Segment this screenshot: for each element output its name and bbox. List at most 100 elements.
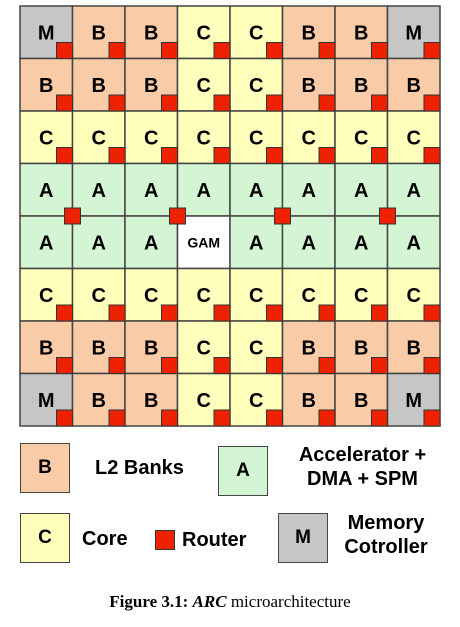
legend-core-label: Core [82, 528, 128, 550]
tile-label: C [302, 127, 316, 149]
router-r0-c4 [266, 42, 283, 59]
router-r5-c5 [318, 304, 336, 322]
router-r5-c4 [266, 304, 283, 322]
router-r6-c2 [161, 357, 178, 374]
router-r5-c6 [371, 304, 388, 322]
tile-label: B [144, 337, 158, 359]
tile-label: C [249, 22, 263, 44]
router-r1-c2 [161, 94, 178, 112]
router-r7-c5 [318, 409, 336, 427]
figure-caption: Figure 3.1: ARC microarchitecture [0, 592, 460, 612]
router-r0-c2 [161, 42, 178, 59]
legend-accelerator-line2: DMA + SPM [307, 468, 418, 490]
router-r2-c6 [371, 147, 388, 164]
legend-l2-label: L2 Banks [95, 457, 184, 479]
tile-label: B [354, 22, 368, 44]
tile-label: A [354, 180, 368, 202]
router-r1-c7 [423, 94, 441, 112]
caption-rest: microarchitecture [230, 592, 351, 611]
tile-r3-c6 [334, 162, 389, 217]
tile-label: C [249, 285, 263, 307]
tile-label: A [144, 232, 158, 254]
tile-label: B [144, 22, 158, 44]
tile-label: A [407, 232, 421, 254]
tile-label: M [405, 22, 422, 44]
legend-memory-letter: M [295, 527, 311, 548]
tile-label: C [249, 337, 263, 359]
tile-label: A [354, 232, 368, 254]
tile-label: B [407, 337, 421, 359]
tile-label: B [302, 390, 316, 412]
tile-label: C [354, 127, 368, 149]
tile-label: B [354, 75, 368, 97]
tile-label: A [92, 232, 106, 254]
tile-label: A [302, 232, 316, 254]
tile-label: B [302, 22, 316, 44]
arc-tile-grid: M B B C C B B M B B B C C B B B C C C C C C C C A A A A A A A A A A A GAM A A… [19, 5, 441, 427]
tile-label: A [407, 180, 421, 202]
router-r6-c3 [213, 357, 231, 374]
router-r2-c0 [56, 147, 73, 164]
tile-label: C [407, 127, 421, 149]
tile-label: C [249, 127, 263, 149]
router-r1-c6 [371, 94, 388, 112]
tile-label: C [407, 285, 421, 307]
router-r5-c3 [213, 304, 231, 322]
router-r5-c0 [56, 304, 73, 322]
tile-label: B [92, 75, 106, 97]
tile-r7-c3 [176, 372, 231, 427]
tile-label: M [405, 390, 422, 412]
router-r6-c7 [423, 357, 441, 374]
tile-label: B [92, 390, 106, 412]
tile-label: C [197, 75, 211, 97]
tile-label: C [197, 285, 211, 307]
tile-label: A [249, 232, 263, 254]
router-accelerator-7 [379, 207, 396, 225]
tile-r5-c5 [281, 267, 336, 322]
legend-accelerator-letter: A [236, 460, 250, 481]
tile-label: B [407, 75, 421, 97]
tile-label: C [249, 75, 263, 97]
tile-r3-c2 [124, 162, 179, 217]
router-r1-c0 [56, 94, 73, 112]
tile-label: C [144, 127, 158, 149]
router-r1-c1 [108, 94, 126, 112]
tile-label: M [38, 390, 55, 412]
legend-l2-swatch: B [20, 443, 70, 493]
tile-label: GAM [187, 234, 220, 250]
router-r7-c0 [56, 409, 73, 427]
tile-label: B [92, 337, 106, 359]
router-accelerator-3 [169, 207, 186, 225]
tile-label: C [92, 285, 106, 307]
router-r7-c1 [108, 409, 126, 427]
tile-label: A [249, 180, 263, 202]
tile-label: A [39, 180, 53, 202]
tile-label: B [302, 75, 316, 97]
router-r7-c2 [161, 409, 178, 427]
tile-label: B [354, 390, 368, 412]
router-r7-c7 [423, 409, 441, 427]
router-r0-c3 [213, 42, 231, 59]
caption-arc: ARC [192, 592, 227, 611]
router-r1-c5 [318, 94, 336, 112]
tile-r4-c3 [176, 215, 231, 270]
legend-memory-label: Memory Cotroller [336, 511, 436, 559]
legend-l2-letter: B [38, 457, 52, 478]
tile-r4-c4 [229, 215, 284, 270]
legend-accelerator-swatch: A [218, 446, 268, 496]
legend-core-swatch: C [20, 513, 70, 563]
tile-label: A [39, 232, 53, 254]
router-r2-c5 [318, 147, 336, 164]
router-r6-c4 [266, 357, 283, 374]
tile-label: A [302, 180, 316, 202]
tile-label: M [38, 22, 55, 44]
tile-label: B [144, 75, 158, 97]
tile-label: C [197, 127, 211, 149]
router-r2-c2 [161, 147, 178, 164]
router-r0-c7 [423, 42, 441, 59]
router-r2-c1 [108, 147, 126, 164]
tile-label: A [197, 180, 211, 202]
legend-accelerator-label: Accelerator + DMA + SPM [280, 443, 445, 491]
tile-r3-c4 [229, 162, 284, 217]
legend-accelerator-line1: Accelerator + [298, 444, 427, 466]
